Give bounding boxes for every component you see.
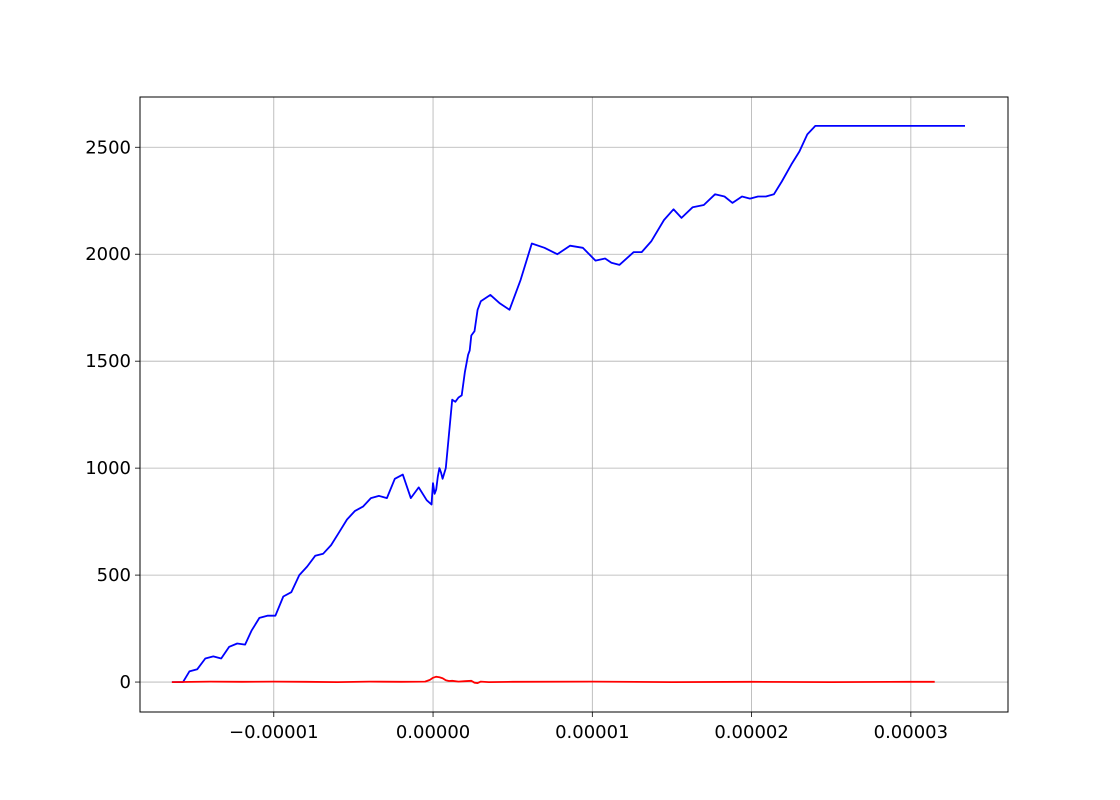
plot-frame bbox=[139, 96, 1009, 713]
series-line-2 bbox=[171, 675, 935, 684]
series-line-1 bbox=[171, 125, 965, 683]
x-tick-label: 0.00001 bbox=[555, 722, 629, 743]
y-tick-label: 1000 bbox=[85, 458, 131, 479]
x-tick-label: 0.00000 bbox=[396, 722, 470, 743]
x-tick-label: 0.00003 bbox=[874, 722, 948, 743]
y-axis: 0 500 1000 1500 2000 2500 bbox=[85, 137, 140, 693]
x-axis: −0.00001 0.00000 0.00001 0.00002 0.00003 bbox=[229, 712, 948, 743]
y-tick-label: 2500 bbox=[85, 137, 131, 158]
y-tick-label: 2000 bbox=[85, 244, 131, 265]
series-group bbox=[171, 125, 965, 684]
y-tick-label: 0 bbox=[120, 672, 131, 693]
y-tick-label: 500 bbox=[97, 565, 131, 586]
x-tick-label: 0.00002 bbox=[714, 722, 788, 743]
y-tick-label: 1500 bbox=[85, 351, 131, 372]
x-tick-label: −0.00001 bbox=[229, 722, 319, 743]
